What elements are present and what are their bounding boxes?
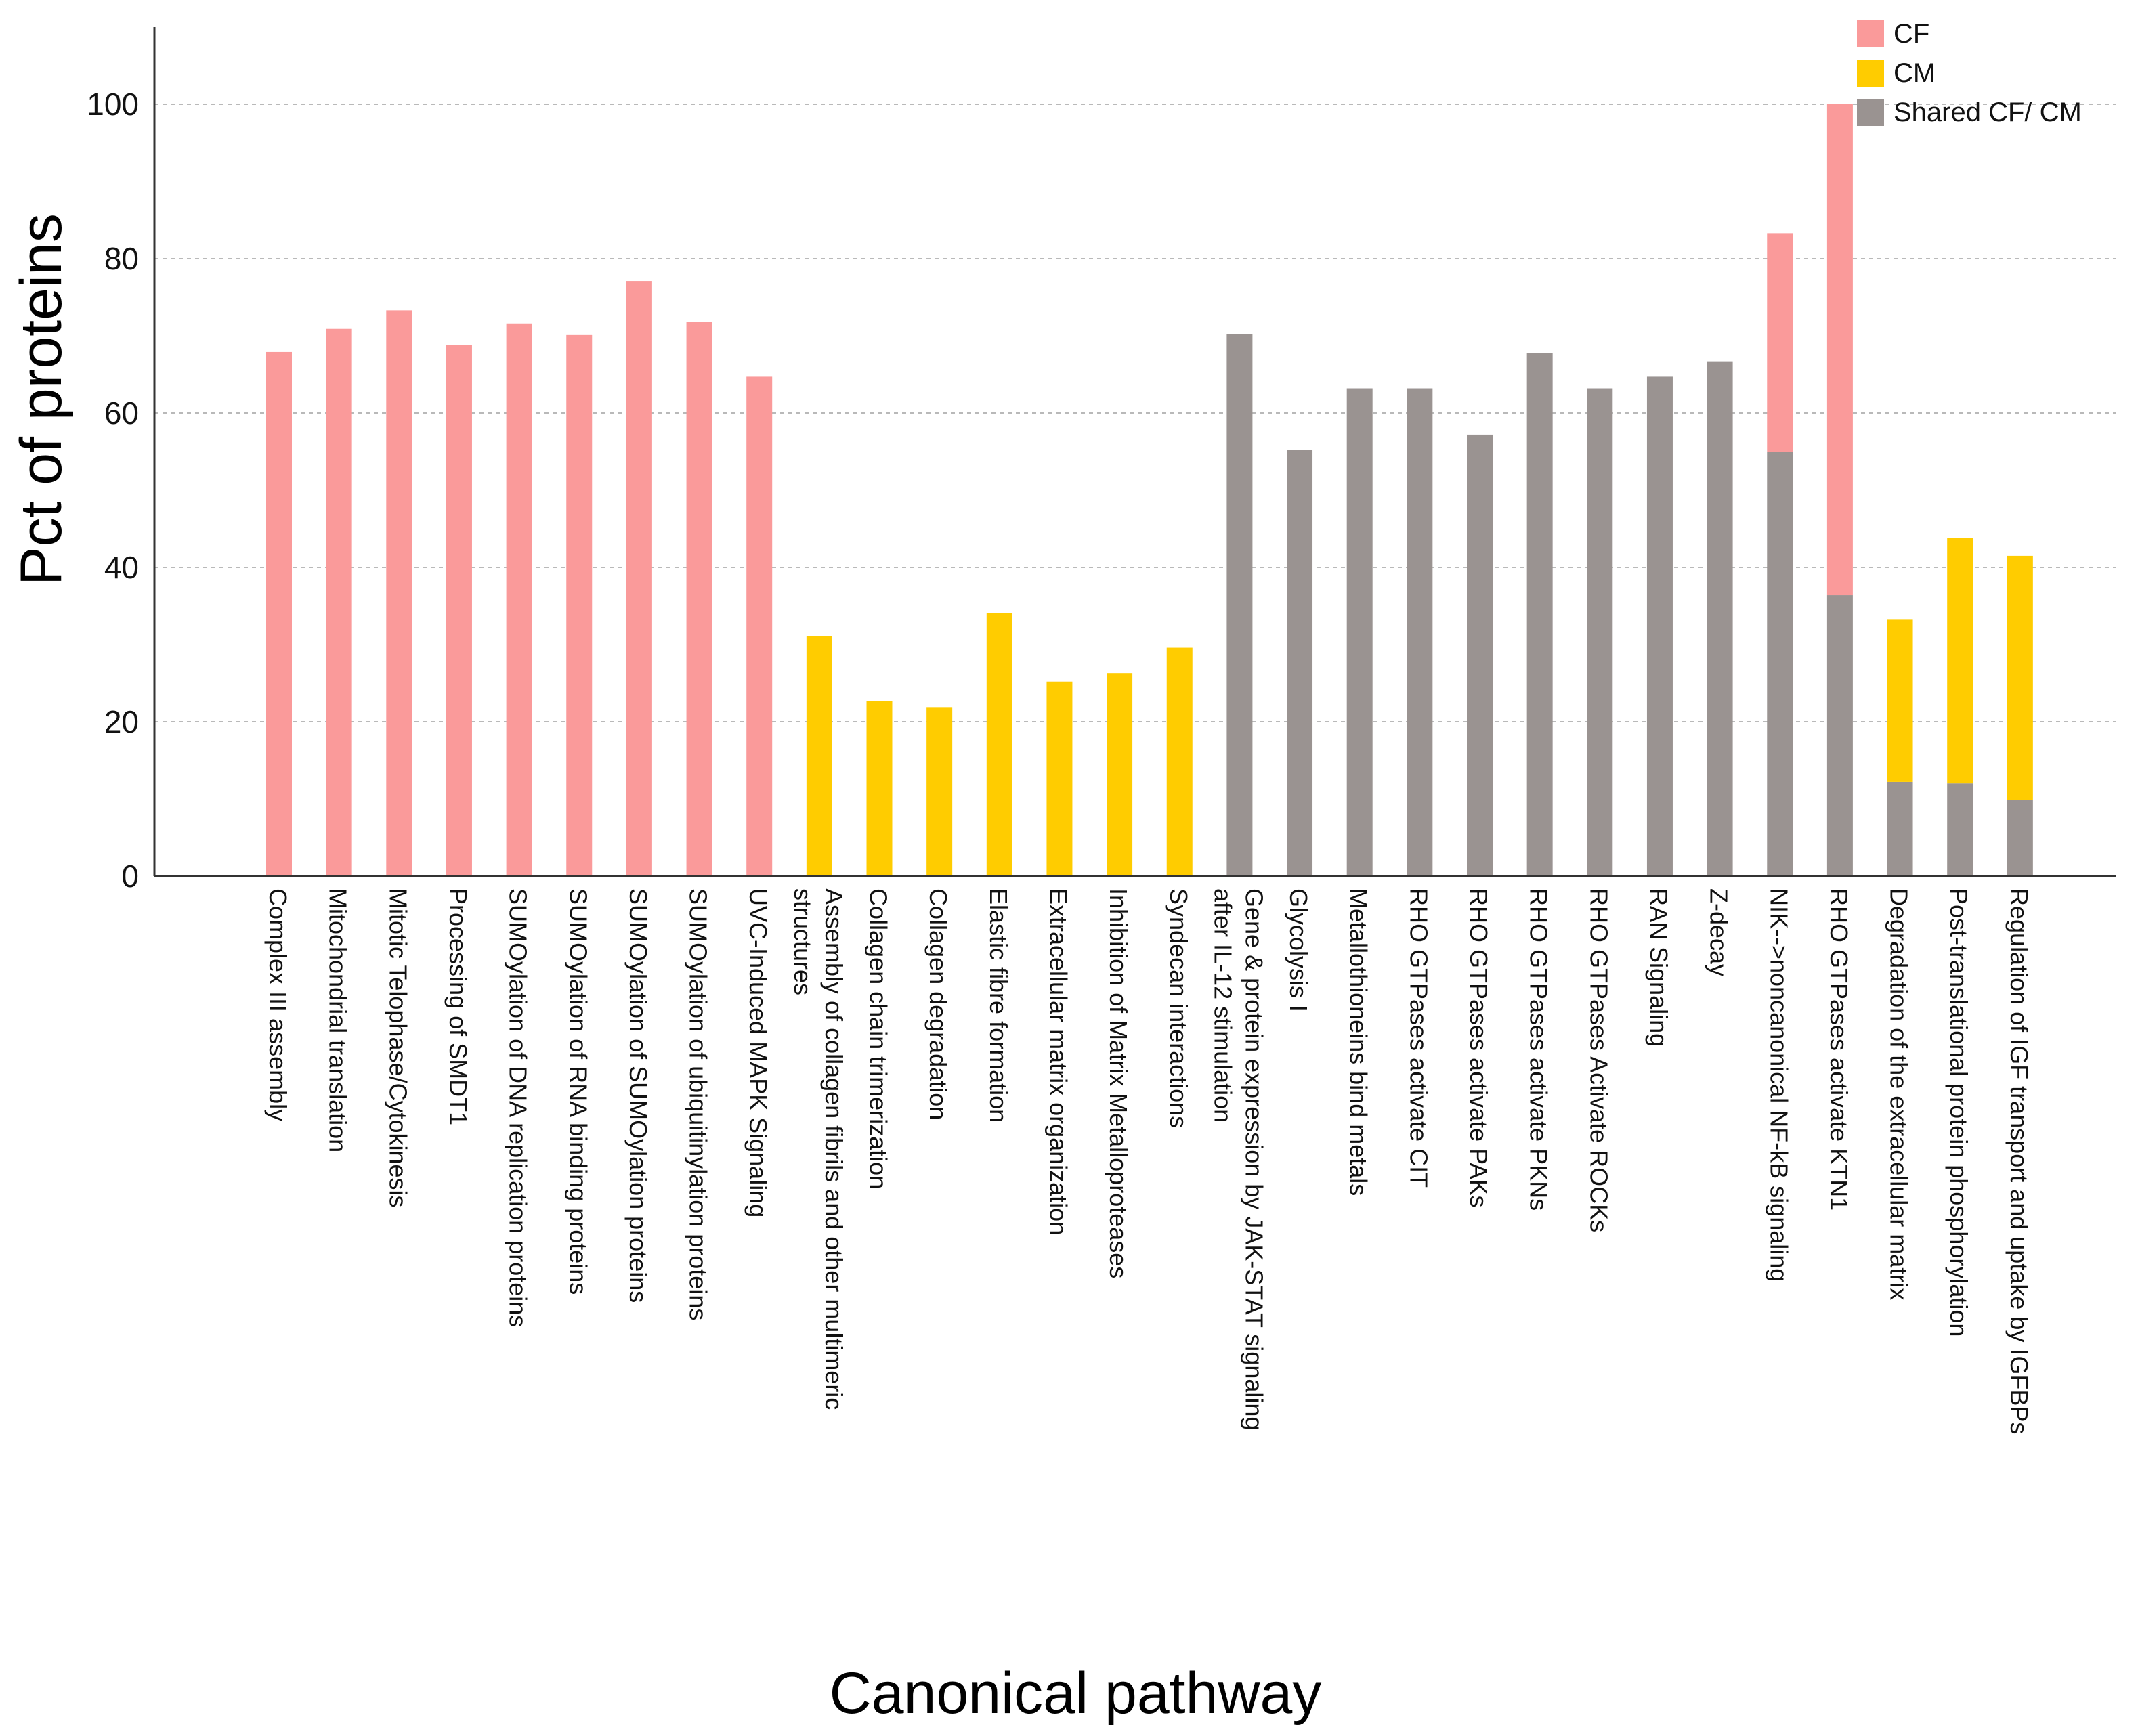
x-category-label: NIK-->noncanonical NF-kB signaling [1765, 888, 1793, 1282]
bar-segment-shared-cf-cm [1826, 595, 1853, 876]
x-category-label: RHO GTPases Activate ROCKs [1585, 888, 1612, 1232]
x-category-label: Regulation of IGF transport and uptake b… [2005, 888, 2033, 1434]
bar-segment-shared-cf-cm [1467, 434, 1493, 876]
bar-segment-cf [566, 334, 593, 876]
bar-segment-cf [1826, 104, 1853, 596]
bar-segment-cf [686, 322, 712, 877]
x-category-label: Glycolysis I [1285, 888, 1312, 1012]
bar-segment-shared-cf-cm [1407, 388, 1433, 876]
bar-segment-cm [986, 613, 1012, 876]
x-category-label: RAN Signaling [1645, 888, 1673, 1047]
bar-segment-cf [506, 323, 532, 876]
x-category-label: Mitotic Telophase/Cytokinesis [384, 888, 412, 1208]
x-category-label: Collagen degradation [924, 888, 952, 1120]
x-category-label: Extracellular matrix organization [1044, 888, 1072, 1235]
x-category-label: RHO GTPases activate PKNs [1525, 888, 1553, 1211]
x-category-label: after IL-12 stimulation [1209, 888, 1237, 1123]
x-category-label: RHO GTPases activate KTN1 [1825, 888, 1853, 1211]
axes-layer [153, 27, 2116, 877]
bar-segment-shared-cf-cm [1947, 783, 1973, 876]
y-tick-label: 0 [121, 859, 139, 894]
y-tick-label: 20 [104, 704, 139, 739]
bar-segment-cf [266, 351, 292, 876]
bar-segment-cm [1046, 681, 1073, 876]
legend-label: CM [1894, 58, 1936, 88]
x-category-label: Syndecan interactions [1165, 888, 1193, 1128]
x-category-label: Mitochondrial translation [324, 888, 352, 1152]
bar-segment-shared-cf-cm [1707, 361, 1733, 876]
x-category-label: Degradation of the extracellular matrix [1885, 888, 1913, 1300]
x-category-label: Elastic fibre formation [985, 888, 1012, 1123]
legend-label: CF [1894, 19, 1929, 49]
category-labels: Complex III assembly Mitochondrial transl… [264, 888, 2033, 1434]
bar-segment-cf [746, 376, 773, 876]
legend-swatch [1857, 99, 1884, 126]
bar-segment-cm [926, 707, 953, 876]
bar-segment-cf [386, 310, 412, 876]
x-category-label: structures [789, 888, 817, 995]
legend: CF CM Shared CF/ CM [1857, 19, 2082, 127]
x-category-label: SUMOylation of DNA replication proteins [505, 888, 532, 1327]
bar-segment-cf [1767, 233, 1793, 452]
bar-segment-shared-cf-cm [1226, 334, 1253, 877]
bar-segment-shared-cf-cm [1346, 388, 1373, 876]
bar-segment-cm [1107, 673, 1133, 876]
x-category-label: UVC-Induced MAPK Signaling [744, 888, 772, 1217]
x-category-label: RHO GTPases activate CIT [1405, 888, 1432, 1188]
bar-segment-cm [2007, 555, 2033, 800]
x-category-label: Gene & protein expression by JAK-STAT si… [1240, 888, 1268, 1430]
bar-segment-shared-cf-cm [1646, 376, 1673, 876]
x-category-label: Inhibition of Matrix Metalloproteases [1105, 888, 1132, 1278]
x-category-label: Assembly of collagen fibrils and other m… [820, 888, 848, 1410]
bar-segment-shared-cf-cm [1887, 781, 1913, 876]
bar-segment-cm [866, 701, 893, 876]
bar-segment-cf [446, 345, 472, 876]
bar-segment-shared-cf-cm [1526, 353, 1553, 876]
bar-segment-shared-cf-cm [1287, 450, 1313, 876]
bar-segment-shared-cf-cm [1767, 452, 1793, 876]
bar-segment-cm [1166, 647, 1193, 876]
y-tick-label: 80 [104, 241, 139, 276]
x-category-label: SUMOylation of RNA binding proteins [564, 888, 592, 1295]
x-category-label: SUMOylation of SUMOylation proteins [624, 888, 652, 1303]
y-tick-label: 60 [104, 395, 139, 431]
bar-segment-cm [1887, 619, 1913, 782]
bar-segment-cf [326, 328, 352, 876]
x-category-label: SUMOylation of ubiquitinylation proteins [685, 888, 712, 1320]
legend-label: Shared CF/ CM [1894, 97, 2082, 127]
x-axis-title: Canonical pathway [830, 1661, 1322, 1726]
x-category-label: Post-translational protein phosphorylati… [1945, 888, 1973, 1337]
y-tick-labels: 0 20 40 60 80 100 [87, 87, 139, 894]
legend-swatch [1857, 60, 1884, 87]
y-tick-label: 40 [104, 550, 139, 585]
x-category-label: Collagen chain trimerization [865, 888, 893, 1189]
x-category-label: RHO GTPases activate PAKs [1465, 888, 1493, 1207]
x-category-label: Metallothioneins bind metals [1345, 888, 1373, 1196]
y-tick-label: 100 [87, 87, 139, 122]
x-category-label: Z-decay [1705, 888, 1733, 976]
bar-segment-cm [1947, 538, 1973, 784]
bar-segment-cf [626, 281, 652, 876]
bar-segment-cm [806, 636, 832, 876]
x-category-label: Processing of SMDT1 [444, 888, 472, 1125]
y-axis-title: Pct of proteins [9, 213, 74, 586]
x-category-label: Complex III assembly [264, 888, 292, 1121]
bar-segment-shared-cf-cm [1587, 388, 1613, 876]
bar-segment-shared-cf-cm [2007, 800, 2033, 876]
legend-swatch [1857, 20, 1884, 47]
bars-layer [266, 104, 2033, 877]
